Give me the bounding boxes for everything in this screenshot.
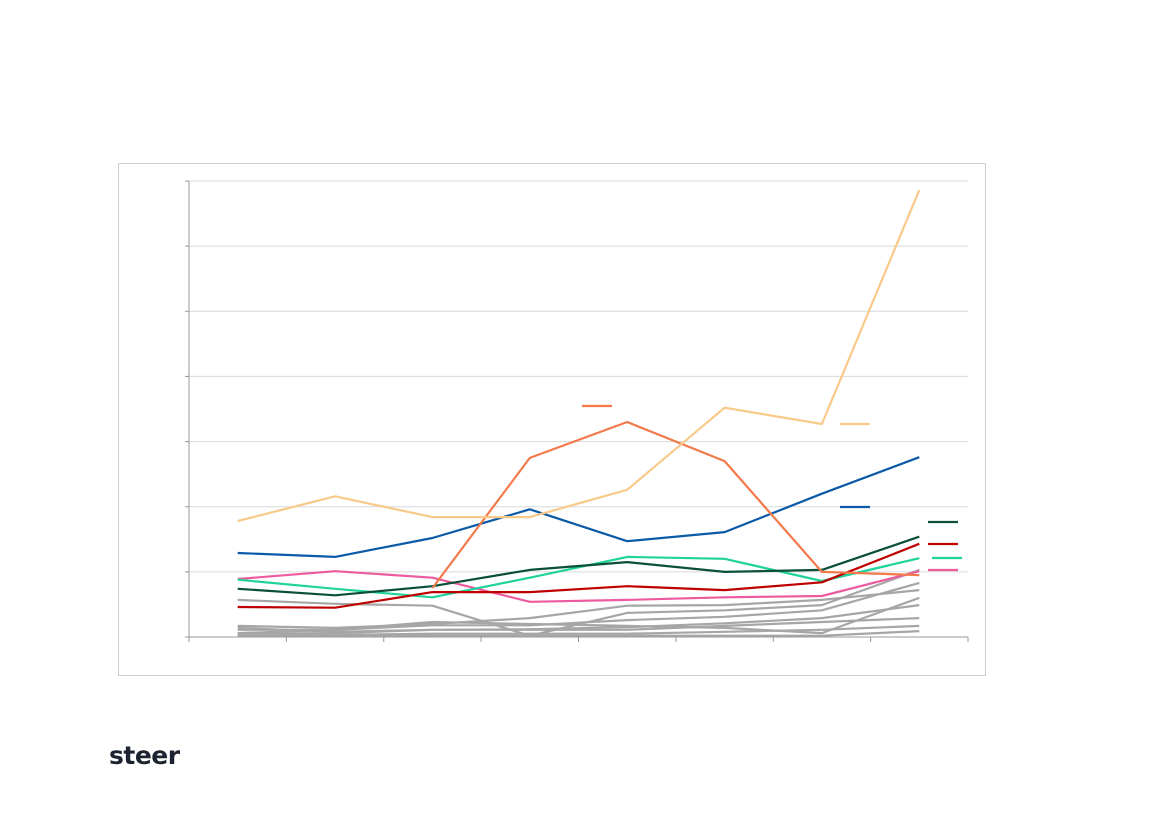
series-line: [237, 189, 921, 523]
series-line: [237, 570, 920, 603]
series-line: [237, 596, 920, 635]
logo: steer: [109, 741, 181, 770]
series-line: [237, 604, 920, 633]
series-line: [237, 555, 920, 599]
series-line: [431, 420, 920, 589]
series-line: [237, 535, 920, 597]
series-line: [237, 456, 920, 558]
chart-frame: [118, 163, 986, 676]
series-line: [237, 542, 920, 609]
series-line: [237, 630, 920, 637]
series-line: [237, 589, 920, 629]
